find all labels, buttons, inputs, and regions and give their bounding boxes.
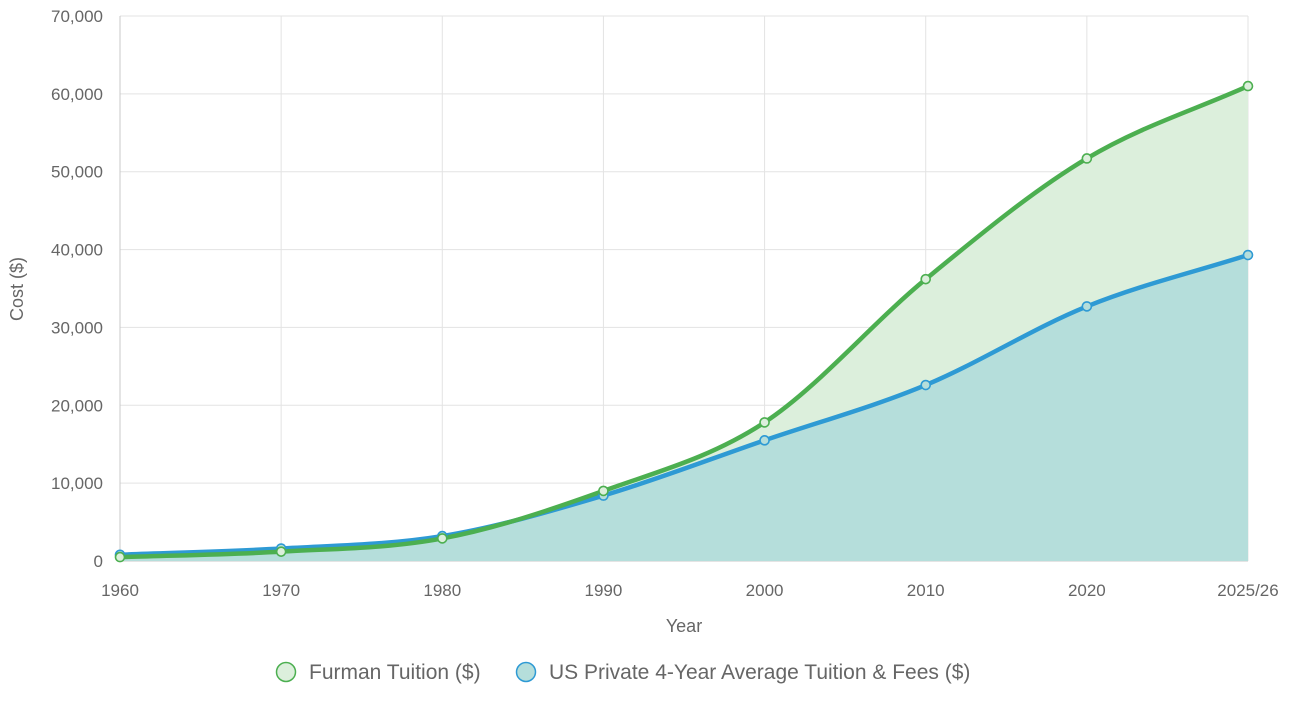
- furman-line: [117, 83, 1251, 560]
- x-axis-title: Year: [666, 616, 702, 636]
- legend-swatch: [275, 661, 297, 683]
- legend-swatch: [515, 661, 537, 683]
- point-layer: [114, 80, 1254, 563]
- y-tick-label: 30,000: [51, 318, 103, 337]
- y-tick-label: 10,000: [51, 474, 103, 493]
- furman-point[interactable]: [1081, 153, 1093, 164]
- area-layer: [120, 86, 1248, 561]
- furman-point[interactable]: [275, 546, 287, 557]
- y-tick-label: 20,000: [51, 396, 103, 415]
- furman-point[interactable]: [114, 551, 126, 563]
- furman-point[interactable]: [598, 485, 609, 497]
- line-layer: [117, 83, 1251, 560]
- us-private-point[interactable]: [1081, 301, 1093, 312]
- y-tick-label: 70,000: [51, 7, 103, 26]
- us-private-line: [117, 252, 1251, 558]
- x-tick-label: 2025/26: [1217, 581, 1278, 600]
- y-tick-label: 0: [94, 552, 103, 571]
- us-private-point[interactable]: [759, 435, 770, 446]
- x-tick-label: 2020: [1068, 581, 1106, 600]
- x-tick-label: 1990: [585, 581, 623, 600]
- x-tick-label: 2000: [746, 581, 784, 600]
- us-private-area: [120, 255, 1248, 561]
- x-tick-label: 1970: [262, 581, 300, 600]
- y-tick-label: 60,000: [51, 85, 103, 104]
- us-private-point[interactable]: [1242, 249, 1254, 261]
- x-tick-label: 1960: [101, 581, 139, 600]
- x-tick-label: 1980: [423, 581, 461, 600]
- legend-item-us-private[interactable]: US Private 4-Year Average Tuition & Fees…: [515, 661, 971, 684]
- y-axis-title: Cost ($): [7, 257, 27, 321]
- legend-label: US Private 4-Year Average Tuition & Fees…: [549, 661, 970, 684]
- us-private-point[interactable]: [920, 379, 932, 391]
- furman-point[interactable]: [436, 533, 448, 544]
- legend-item-furman[interactable]: Furman Tuition ($): [275, 661, 481, 684]
- legend-label: Furman Tuition ($): [309, 661, 481, 684]
- y-tick-label: 50,000: [51, 163, 103, 182]
- furman-point[interactable]: [759, 417, 770, 428]
- x-tick-label: 2010: [907, 581, 945, 600]
- furman-point[interactable]: [1242, 80, 1254, 92]
- furman-point[interactable]: [920, 273, 932, 285]
- legend: Furman Tuition ($) US Private 4-Year Aver…: [275, 661, 971, 684]
- y-tick-label: 40,000: [51, 241, 103, 260]
- tick-layer: 0 10,000 20,000 30,000 40,000 50,000 60,000 70,…: [51, 7, 1279, 600]
